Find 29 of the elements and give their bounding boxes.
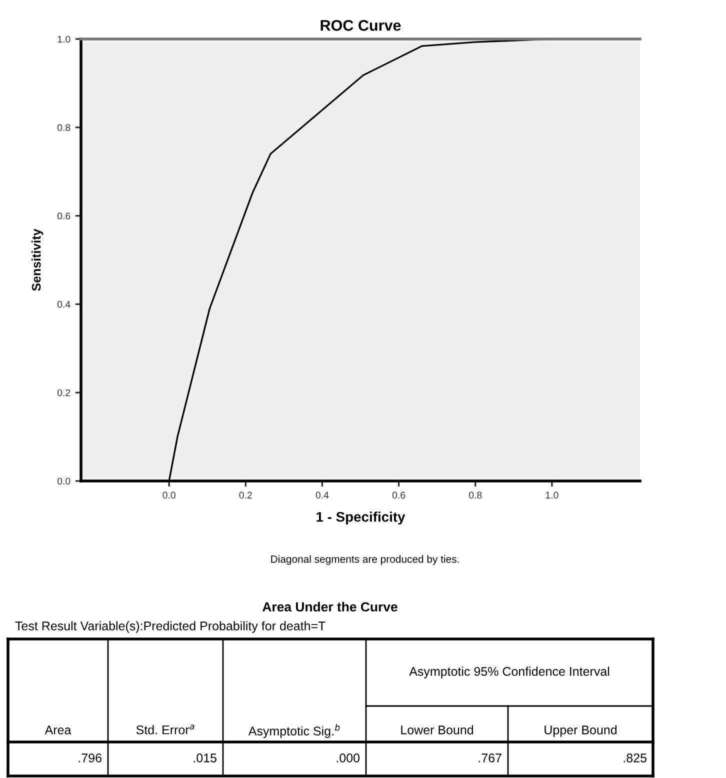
y-tick-label: 0.0: [57, 478, 70, 485]
text: Diagonal segments are produced by ties.: [271, 555, 459, 565]
x-axis-title: 1 - Specificity: [316, 512, 406, 525]
text: Std. Error$^{a}$: [136, 724, 194, 734]
text: Asymptotic 95% Confidence Interval: [409, 666, 610, 678]
text: Area: [44, 726, 72, 734]
x-tick-label: 0.8: [468, 492, 482, 499]
x-tick-label: 0.6: [392, 492, 406, 499]
y-tick-label: 0.2: [57, 389, 70, 396]
x-tick-label: 1.0: [546, 492, 558, 499]
text: Upper Bound: [544, 725, 617, 737]
y-tick-label: 0.4: [57, 300, 70, 308]
text: .000: [336, 754, 360, 762]
y-tick-label: 0.6: [57, 212, 70, 220]
text: Test Result Variable(s):Predicted Probability for death=T: [15, 621, 326, 633]
chart-title: ROC Curve: [320, 20, 401, 31]
text: .015: [194, 754, 216, 762]
y-tick-label: 0.8: [57, 124, 70, 132]
text: Asymptotic Sig.$^{b}$: [248, 724, 340, 738]
text: .796: [78, 754, 102, 762]
y-tick-label: 1.0: [58, 36, 70, 43]
x-tick-label: 0.0: [162, 492, 176, 499]
x-tick-label: 0.4: [316, 492, 329, 499]
y-axis-title: Sensitivity: [32, 228, 44, 291]
text: .825: [624, 754, 646, 762]
text: Lower Bound: [401, 725, 474, 734]
x-tick-label: 0.2: [239, 492, 252, 499]
text: .767: [478, 754, 502, 762]
text: Area Under the Curve: [262, 602, 398, 612]
